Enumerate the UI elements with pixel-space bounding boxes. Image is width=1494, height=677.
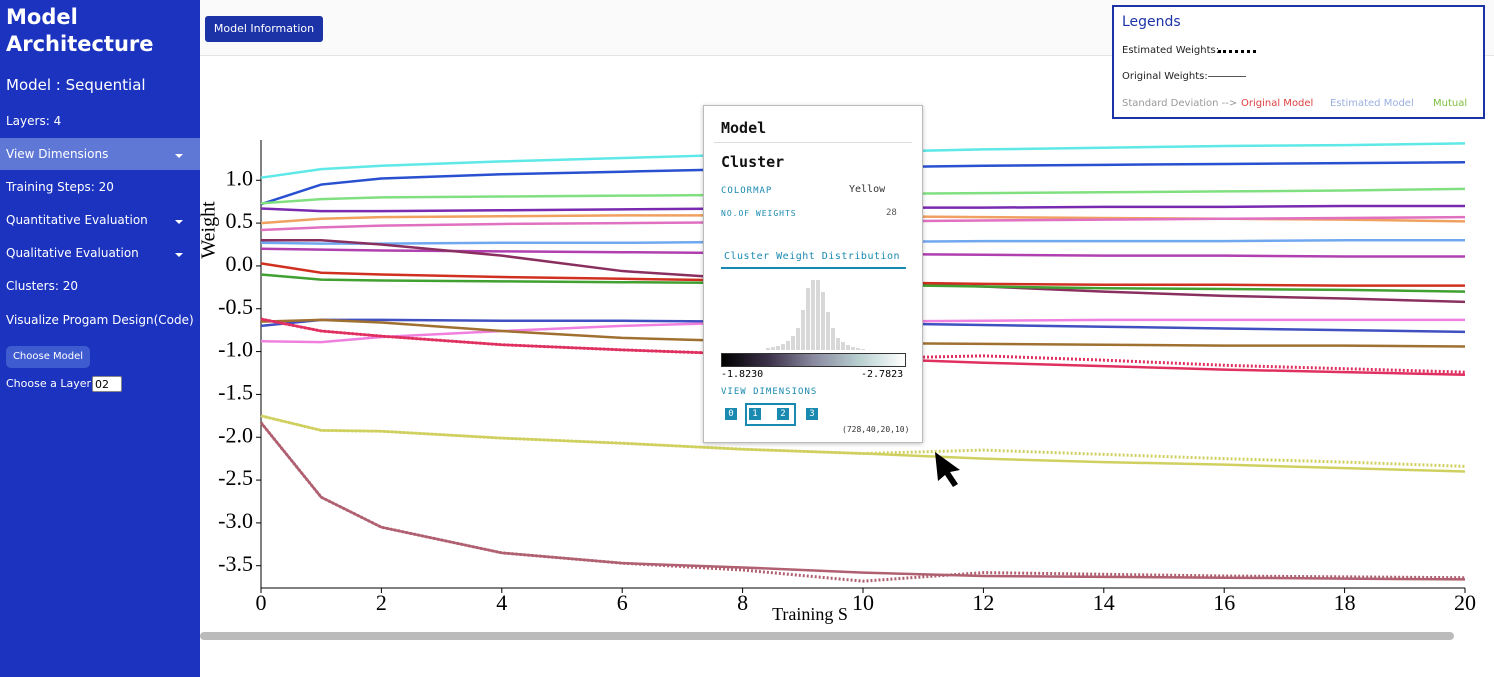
histogram-bar [831, 328, 835, 350]
y-tick-label: -2.0 [218, 422, 253, 447]
sidebar-title: Model Architecture [6, 5, 154, 56]
histogram-bar [801, 310, 805, 350]
legend-std-item: Mutual [1433, 98, 1468, 109]
colormap-value[interactable]: Yellow [849, 184, 886, 195]
histogram-bar [796, 328, 800, 350]
x-tick-label: 12 [972, 590, 994, 615]
legend-std-item: Estimated Model [1330, 98, 1414, 109]
histogram-bar [811, 280, 815, 350]
layers: Layers: 4 [6, 114, 62, 128]
range-max: -2.7823 [861, 369, 904, 380]
histogram-bar [841, 342, 845, 350]
layer-select[interactable]: 02 [92, 376, 122, 392]
histogram-bar [776, 346, 780, 350]
model-name: Model : Sequential [6, 76, 146, 94]
y-tick-label: -1.0 [218, 337, 253, 362]
dim[interactable]: 1 [749, 408, 761, 420]
original-line [260, 421, 1466, 581]
cluster-panel: Model Cluster COLORMAP Yellow NO.OF WEIG… [703, 105, 923, 443]
y-tick-label: -0.5 [218, 294, 253, 319]
scrollbar[interactable] [200, 632, 1454, 640]
model-info-button[interactable]: Model Information [205, 16, 323, 42]
cursor [935, 452, 960, 487]
menu-item[interactable]: Clusters: 20 [6, 279, 78, 293]
shape: (728,40,20,10) [842, 425, 910, 434]
x-tick-label: 18 [1334, 590, 1356, 615]
legend-std: Standard Deviation --> [1122, 98, 1238, 109]
panel-model[interactable]: Model [721, 119, 767, 137]
y-tick-label: 0.0 [226, 251, 254, 276]
y-tick-label: -1.5 [218, 379, 253, 404]
y-tick-label: -3.0 [218, 508, 253, 533]
tab-underline [721, 267, 906, 269]
menu-item[interactable]: Qualitative Evaluation [6, 246, 139, 260]
legend-title: Legends [1122, 14, 1181, 30]
histogram [766, 280, 865, 350]
x-tick-label: 8 [737, 590, 748, 615]
y-tick-label: -3.5 [218, 551, 253, 576]
x-tick-label: 0 [256, 590, 267, 615]
histogram-bar [766, 348, 770, 350]
weights-value: 28 [886, 208, 897, 218]
dim-selection [745, 403, 796, 426]
range-min: -1.8230 [721, 369, 764, 380]
y-tick-label: -2.5 [218, 465, 253, 490]
histogram-bar [821, 292, 825, 350]
caret [175, 220, 183, 224]
x-tick-label: 16 [1213, 590, 1235, 615]
histogram-bar [851, 347, 855, 350]
divider [714, 142, 912, 143]
histogram-bar [771, 347, 775, 350]
estimated-swatch [1218, 50, 1256, 53]
x-tick-label: 4 [496, 590, 507, 615]
dim[interactable]: 3 [806, 408, 818, 420]
y-tick-label: 0.5 [226, 208, 254, 233]
distribution-tab[interactable]: Cluster Weight Distribution [724, 251, 901, 262]
menu-item[interactable]: Visualize Progam Design(Code) [6, 313, 194, 327]
histogram-bar [861, 349, 865, 350]
dim[interactable]: 2 [777, 408, 789, 420]
colorbar [721, 353, 906, 367]
histogram-bar [836, 338, 840, 350]
x-tick-label: 14 [1093, 590, 1115, 615]
histogram-bar [856, 348, 860, 350]
histogram-bar [781, 344, 785, 350]
legend-estimated: Estimated Weights: [1122, 45, 1220, 56]
histogram-bar [791, 336, 795, 350]
colormap-label: COLORMAP [721, 186, 773, 196]
panel-cluster[interactable]: Cluster [721, 153, 785, 171]
x-tick-label: 2 [376, 590, 387, 615]
legend-original: Original Weights: [1122, 71, 1208, 82]
x-tick-label: 10 [852, 590, 874, 615]
x-axis-label: Training S [772, 604, 848, 624]
y-tick-label: 1.0 [226, 165, 254, 190]
y-axis-label: Weight [200, 201, 220, 259]
histogram-bar [846, 345, 850, 350]
histogram-bar [826, 312, 830, 350]
estimated-line [260, 414, 1466, 468]
original-swatch [1208, 76, 1246, 77]
sidebar: Model Architecture Model : Sequential La… [0, 0, 200, 677]
active-row [0, 138, 200, 170]
x-tick-label: 6 [617, 590, 628, 615]
caret [175, 253, 183, 257]
menu-item[interactable]: Training Steps: 20 [6, 180, 114, 194]
histogram-bar [786, 341, 790, 350]
menu-item[interactable]: View Dimensions [6, 147, 109, 161]
x-tick-label: 20 [1454, 590, 1476, 615]
legend-box: Legends Estimated Weights: Original Weig… [1112, 5, 1485, 119]
caret [175, 154, 183, 158]
choose-model-button[interactable]: Choose Model [6, 346, 90, 368]
legend-std-item: Original Model [1241, 98, 1314, 109]
estimated-line [259, 421, 1466, 583]
dim[interactable]: 0 [725, 408, 737, 420]
menu-item[interactable]: Quantitative Evaluation [6, 213, 148, 227]
estimated-line [260, 317, 1466, 374]
weights-label: NO.OF WEIGHTS [721, 209, 797, 218]
layer-label: Choose a Layer: [6, 377, 95, 390]
histogram-bar [806, 288, 810, 350]
histogram-bar [816, 280, 820, 350]
dims-label: VIEW DIMENSIONS [721, 387, 818, 397]
